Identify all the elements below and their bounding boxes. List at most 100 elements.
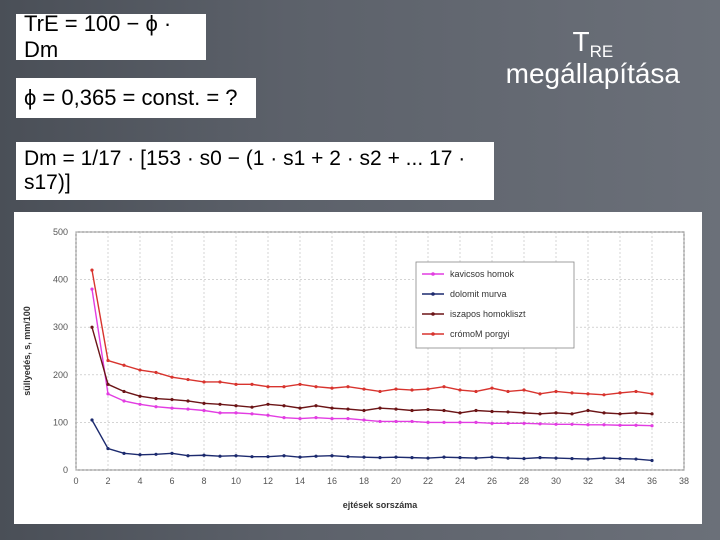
data-point [122,389,126,394]
data-point [330,454,334,458]
data-point [186,454,190,458]
y-tick-label: 400 [53,275,68,285]
data-point [426,456,430,460]
data-point [234,454,238,458]
data-point [650,412,654,416]
data-point [554,456,558,460]
data-point [298,382,302,386]
data-point [330,386,334,390]
data-point [330,416,334,421]
data-point [218,411,222,415]
data-point [634,389,638,394]
data-point [138,368,142,372]
data-point [90,325,94,329]
data-point [106,446,110,451]
data-point [138,402,142,406]
data-point [442,408,446,413]
title-sub: RE [589,42,614,61]
data-point [106,392,110,396]
data-point [218,380,222,384]
legend-label: kavicsos homok [450,269,515,279]
data-point [90,268,94,272]
data-point [298,406,302,410]
data-point [458,456,462,460]
data-point [314,416,318,420]
data-point [618,391,622,395]
data-point [266,413,270,417]
title-line2: megállapítása [505,58,680,89]
y-tick-label: 300 [53,322,68,332]
data-point [426,387,430,391]
legend-marker [431,312,435,316]
data-point [282,454,286,458]
data-point [410,408,414,413]
data-point [378,419,382,424]
x-tick-label: 36 [647,476,657,486]
data-point [410,456,414,460]
data-point [442,455,446,459]
data-point [186,377,190,382]
data-point [570,412,574,416]
data-point [170,375,174,379]
y-tick-label: 0 [63,465,68,475]
y-axis-label: süllyedés, s, mm/100 [22,306,32,396]
x-tick-label: 30 [551,476,561,486]
data-point [570,456,574,461]
series-line-2 [91,419,653,462]
data-point [346,455,350,459]
data-point [250,382,254,386]
title-main: T [572,26,590,57]
data-point [346,385,350,389]
data-point [170,406,174,410]
data-point [154,397,158,401]
data-point [394,407,398,411]
data-point [442,420,446,424]
data-point [282,416,286,420]
y-tick-label: 200 [53,370,68,380]
data-point [362,387,366,391]
formula-tre-text: TrE = 100 − ϕ · Dm [24,11,172,62]
data-point [202,408,206,413]
x-axis-label: ejtések sorszáma [343,500,419,510]
data-point [506,389,510,394]
data-point [170,397,174,402]
data-point [538,412,542,416]
x-tick-label: 0 [73,476,78,486]
data-point [506,456,510,460]
legend-box [415,261,575,349]
data-point [458,388,462,392]
data-point [538,422,542,426]
data-point [202,380,206,384]
y-tick-label: 500 [53,227,68,237]
data-point [298,416,302,421]
data-point [570,391,574,395]
x-tick-label: 16 [327,476,337,486]
data-point [474,389,478,394]
data-point [554,411,558,415]
x-tick-label: 6 [169,476,174,486]
series-line-4 [91,269,653,396]
data-point [90,287,94,291]
data-point [122,399,126,403]
formula-dm-text: Dm = 1/17 · [153 · s0 − (1 · s1 + 2 · s2… [24,147,466,194]
data-point [138,453,142,457]
data-point [618,412,622,416]
data-point [602,456,606,460]
x-tick-label: 2 [105,476,110,486]
x-tick-label: 34 [615,476,625,486]
data-point [186,407,190,411]
data-point [266,402,270,406]
x-tick-label: 28 [519,476,529,486]
data-point [330,406,334,410]
y-tick-label: 100 [53,417,68,427]
data-point [618,423,622,427]
data-point [314,385,318,389]
data-point [522,388,526,392]
x-tick-label: 10 [231,476,241,486]
formula-phi: ϕ = 0,365 = const. = ? [16,78,256,118]
data-point [250,455,254,459]
data-point [410,419,414,424]
data-point [234,411,238,415]
data-point [634,423,638,427]
